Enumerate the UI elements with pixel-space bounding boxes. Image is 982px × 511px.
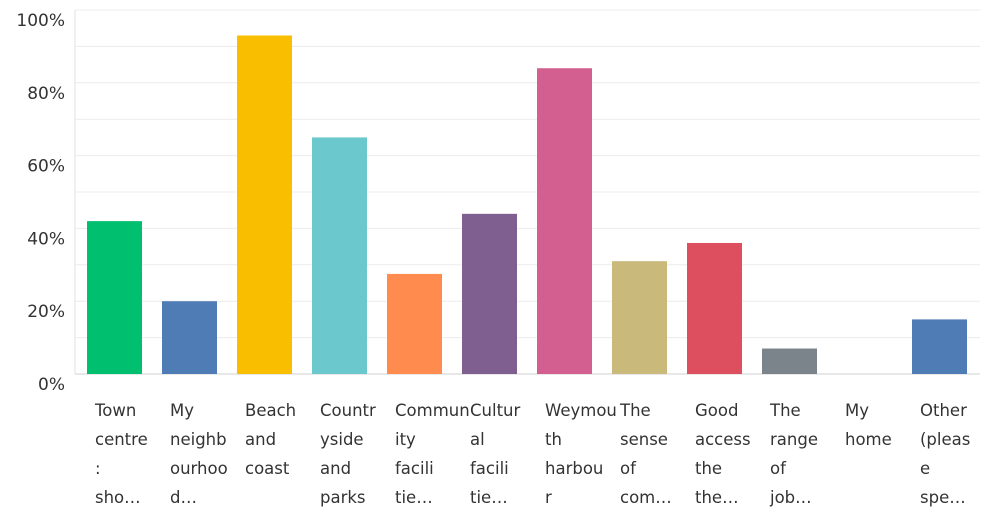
y-tick-label: 80%: [27, 84, 65, 104]
x-tick-label: facili: [470, 459, 509, 478]
x-tick-label: :: [95, 459, 101, 478]
bar: [237, 35, 292, 374]
x-tick-label: tie…: [470, 488, 508, 507]
x-tick-label: Cultur: [470, 401, 520, 420]
x-tick-label: My: [170, 401, 194, 420]
x-tick-label: the…: [695, 488, 739, 507]
x-tick-label: neighb: [170, 430, 227, 449]
x-tick-label: al: [470, 430, 485, 449]
x-tick-label: (pleas: [920, 430, 970, 449]
y-tick-label: 100%: [16, 11, 65, 31]
bar: [462, 213, 517, 374]
x-tick-label: and: [320, 459, 351, 478]
x-tick-label: Other: [920, 401, 967, 420]
x-tick-label: sho…: [95, 488, 141, 507]
x-tick-label: d…: [170, 488, 197, 507]
x-tick-label: The: [619, 401, 651, 420]
bar: [687, 242, 742, 374]
x-tick-label: yside: [320, 430, 364, 449]
x-tick-label: Weymou: [545, 401, 617, 420]
x-tick-label: facili: [395, 459, 434, 478]
x-tick-label: centre: [95, 430, 148, 449]
bar: [162, 301, 217, 374]
x-tick-label: ourhoo: [170, 459, 228, 478]
x-tick-label: home: [845, 430, 892, 449]
bar: [912, 319, 967, 374]
x-tick-label: of: [620, 459, 637, 478]
x-tick-label: The: [769, 401, 801, 420]
x-tick-label: job…: [769, 488, 812, 507]
bar: [387, 273, 442, 374]
x-tick-label: tie…: [395, 488, 433, 507]
y-tick-label: 60%: [27, 157, 65, 177]
x-tick-label: range: [770, 430, 818, 449]
bar: [537, 68, 592, 375]
x-tick-label: th: [545, 430, 562, 449]
x-tick-label: parks: [320, 488, 366, 507]
x-tick-label: harbou: [545, 459, 603, 478]
x-tick-label: the: [695, 459, 722, 478]
y-tick-label: 40%: [27, 229, 65, 249]
x-tick-label: Commun: [395, 401, 470, 420]
x-tick-label: ity: [395, 430, 416, 449]
x-tick-label: e: [920, 459, 930, 478]
x-tick-label: My: [845, 401, 869, 420]
x-tick-label: coast: [245, 459, 290, 478]
x-tick-label: of: [770, 459, 787, 478]
x-tick-label: sense: [620, 430, 668, 449]
x-tick-label: r: [545, 488, 552, 507]
bar: [762, 348, 817, 374]
x-tick-label: Beach: [245, 401, 296, 420]
bar: [312, 137, 367, 374]
x-tick-label: Town: [94, 401, 136, 420]
bar: [612, 261, 667, 374]
x-tick-label: com…: [620, 488, 672, 507]
y-tick-label: 20%: [27, 302, 65, 322]
x-tick-label: Good: [695, 401, 738, 420]
bar: [87, 221, 142, 374]
x-tick-label: and: [245, 430, 276, 449]
x-tick-label: Countr: [320, 401, 376, 420]
y-tick-label: 0%: [38, 375, 65, 395]
x-tick-label: spe…: [920, 488, 966, 507]
x-tick-label: access: [695, 430, 751, 449]
